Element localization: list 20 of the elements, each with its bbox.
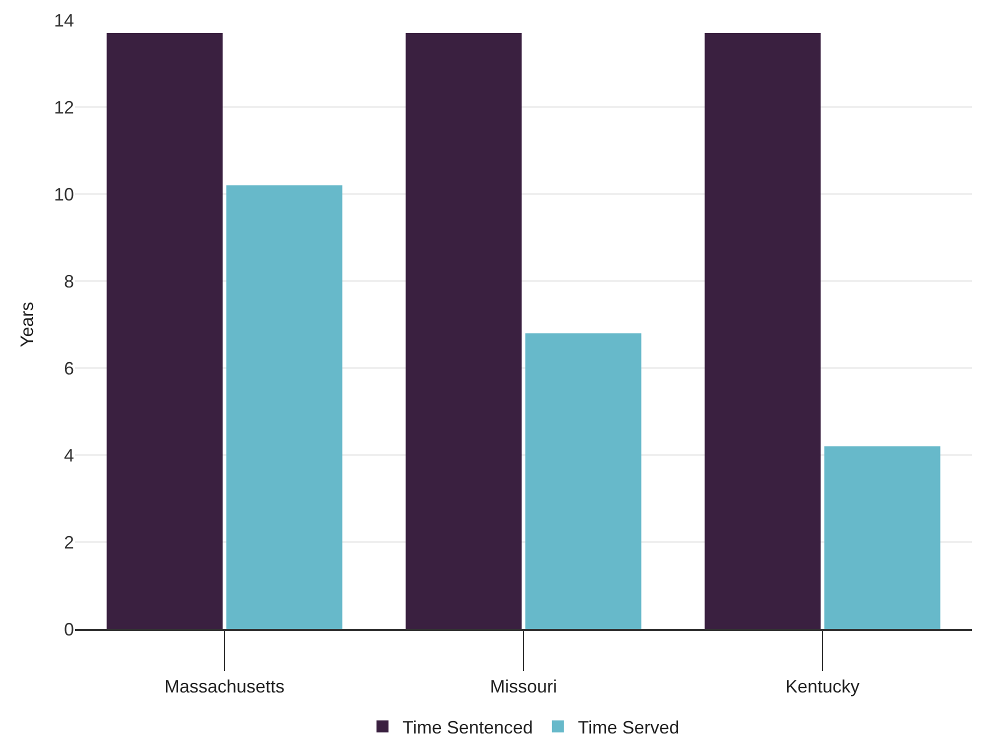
y-tick-label: 0: [64, 619, 74, 640]
bar: [525, 333, 642, 629]
y-tick-label: 4: [64, 445, 74, 466]
y-axis-title: Years: [17, 302, 38, 348]
bar: [406, 33, 522, 629]
x-tick-label: Missouri: [490, 676, 558, 697]
y-tick-label: 12: [54, 97, 74, 118]
y-tick-label: 2: [64, 532, 74, 552]
x-tick-label: Kentucky: [785, 676, 860, 697]
bar: [226, 185, 342, 629]
legend-label: Time Served: [578, 717, 680, 738]
y-tick-label: 14: [54, 10, 74, 30]
legend-label: Time Sentenced: [402, 717, 533, 738]
y-tick-label: 6: [64, 358, 74, 378]
bar: [106, 33, 223, 629]
bar: [824, 446, 940, 629]
y-tick-label: 10: [54, 184, 74, 204]
x-tick-label: Massachusetts: [164, 676, 285, 697]
y-tick-label: 8: [64, 271, 74, 292]
bar: [704, 33, 821, 629]
